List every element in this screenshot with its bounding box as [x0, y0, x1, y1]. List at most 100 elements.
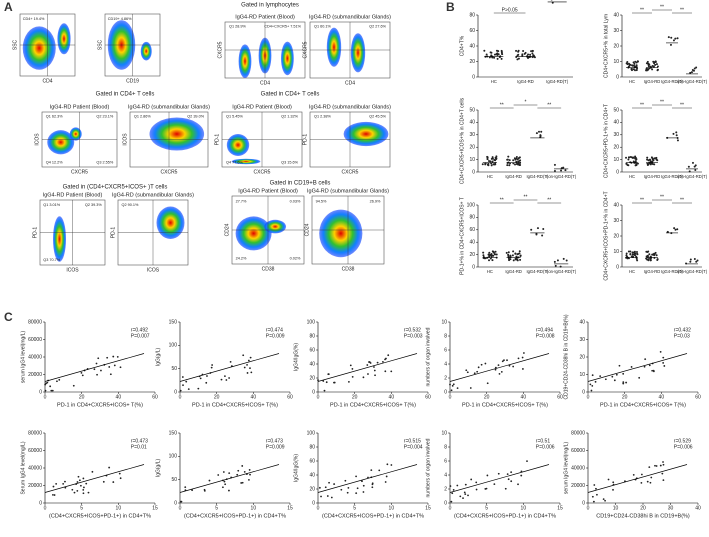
dot: [249, 473, 251, 476]
dot: [531, 52, 534, 55]
dot: [635, 158, 638, 161]
dot: [531, 49, 534, 52]
dot: [179, 500, 182, 503]
panel-label: C: [4, 310, 13, 324]
y-tick-label: 30: [613, 218, 619, 224]
gate-value: Q2 1.32%: [281, 114, 299, 118]
flow-density: [57, 23, 71, 55]
significance: **: [660, 194, 664, 200]
y-tick-label: 40: [579, 319, 585, 325]
x-axis-label: CD38: [342, 266, 355, 272]
dot: [512, 159, 515, 162]
dot: [493, 56, 496, 59]
dot: [635, 64, 638, 67]
dot: [512, 365, 515, 368]
dot: [96, 373, 98, 376]
dot: [371, 483, 374, 486]
dot: [102, 480, 105, 483]
dot: [674, 37, 677, 40]
dot: [645, 69, 648, 72]
dot: [326, 495, 329, 497]
dot: [191, 489, 194, 492]
dot: [362, 376, 365, 379]
x-tick-label: HC: [629, 269, 635, 274]
x-axis-label: (CD4+CXCR5+ICOS+PD-1+) in CD4+T%: [49, 513, 151, 519]
dot: [628, 156, 631, 159]
dot: [246, 363, 248, 366]
dot: [650, 476, 653, 479]
dot: [675, 131, 678, 134]
dot: [58, 378, 61, 381]
dot: [618, 364, 621, 367]
y-tick-label: 20: [469, 145, 475, 151]
dot: [346, 491, 349, 494]
dot: [506, 359, 508, 362]
dot: [323, 389, 326, 392]
r-value: r=0.532: [404, 327, 421, 333]
dot: [673, 227, 676, 230]
dot: [493, 158, 496, 161]
p-value: P=0.007: [131, 333, 150, 339]
dot: [630, 366, 633, 368]
dot: [627, 250, 630, 253]
dot: [647, 259, 650, 262]
dot: [593, 484, 596, 486]
gate-value: Q2 90.1%: [122, 203, 140, 207]
dot: [349, 364, 352, 367]
dot: [516, 58, 519, 61]
dot: [483, 49, 486, 52]
dot: [631, 253, 634, 256]
dot: [243, 470, 246, 473]
y-tick-label: 30: [579, 337, 585, 343]
dot: [659, 464, 662, 467]
dot: [633, 62, 636, 65]
dot: [495, 52, 498, 55]
dot: [73, 491, 76, 494]
dot: [522, 352, 525, 354]
dot: [97, 357, 100, 360]
x-axis-label: CD4: [42, 78, 52, 84]
y-tick-label: 80000: [571, 430, 585, 436]
dot: [656, 258, 659, 261]
dot: [451, 384, 454, 387]
gate-value: Q1 2.38%: [314, 114, 332, 118]
dot: [112, 355, 115, 358]
dot: [695, 66, 698, 69]
dot: [79, 484, 82, 487]
panel-label: A: [4, 0, 13, 14]
x-tick-label: HC: [487, 269, 493, 274]
dot: [203, 489, 206, 492]
y-tick-label: 40000: [28, 465, 42, 471]
dot: [486, 382, 489, 385]
y-tick-label: 0: [616, 74, 619, 80]
dot: [325, 381, 328, 384]
y-axis-label: IgG4/IgG(%): [293, 454, 299, 482]
dot: [662, 479, 665, 482]
dot: [553, 169, 556, 172]
y-tick-label: 40: [613, 202, 619, 208]
y-tick-label: 20: [469, 59, 475, 65]
y-tick-label: 0: [472, 169, 475, 175]
dot: [241, 465, 244, 467]
y-tick-label: 0: [582, 389, 585, 395]
dot: [592, 500, 595, 503]
dot: [486, 155, 489, 158]
gate-value: Q1 2.86%: [134, 114, 152, 118]
dot: [564, 169, 567, 172]
plot-title: IgG4-RD Patient (Blood): [238, 188, 298, 194]
x-axis-label: CXCR5: [71, 169, 88, 175]
y-tick-label: 0: [616, 169, 619, 175]
dot: [646, 250, 649, 253]
dot: [655, 158, 658, 161]
dot: [112, 481, 115, 483]
dot: [482, 254, 485, 257]
dot: [629, 252, 632, 255]
y-tick-label: 80: [469, 215, 475, 221]
dot: [687, 165, 690, 168]
y-tick-label: 10: [441, 430, 447, 436]
significance: **: [640, 7, 644, 13]
x-tick-label: 40: [695, 505, 701, 511]
dot: [517, 49, 520, 52]
dot: [100, 369, 102, 372]
